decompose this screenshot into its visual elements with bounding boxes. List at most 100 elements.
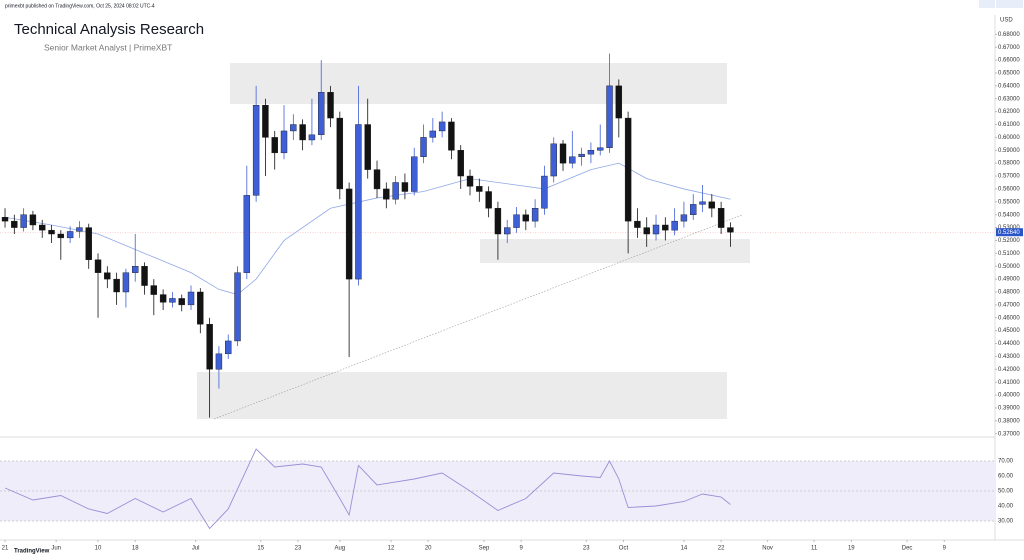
candle-body <box>411 156 418 192</box>
candle-body <box>243 195 251 273</box>
candle-body <box>578 153 585 157</box>
y-tick-label: 0.54000 <box>998 212 1020 218</box>
y-tick-label: 0.51000 <box>998 251 1020 257</box>
candle-body <box>662 224 669 231</box>
footer-logo: TradingView <box>14 549 50 555</box>
y-tick-label: 0.56000 <box>998 187 1020 193</box>
candle-body <box>104 272 111 280</box>
y-tick-label: 0.40000 <box>998 393 1020 399</box>
y-tick-label: 0.47000 <box>998 302 1020 308</box>
rsi-tick-label: 30.00 <box>998 519 1014 525</box>
y-tick-label: 0.41000 <box>998 380 1020 386</box>
candle-body <box>680 214 688 222</box>
candle-body <box>159 294 167 303</box>
y-tick-label: 0.62000 <box>998 109 1020 115</box>
x-tick-label: 10 <box>95 546 102 552</box>
candle-body <box>57 233 65 239</box>
candle-body <box>438 121 446 132</box>
x-tick-label: Jun <box>51 546 61 552</box>
y-tick-label: 0.43000 <box>998 354 1020 360</box>
x-tick-label: Oct <box>619 546 629 552</box>
candle-body <box>717 208 725 228</box>
candle-body <box>132 266 139 273</box>
y-tick-label: 0.52000 <box>998 238 1020 244</box>
y-tick-label: 0.55000 <box>998 199 1020 205</box>
x-tick-label: 18 <box>132 546 139 552</box>
candle-body <box>597 147 604 151</box>
candle-body <box>476 186 483 192</box>
candle-body <box>252 104 260 196</box>
candle-body <box>39 224 46 231</box>
candle-body <box>420 137 427 157</box>
candle-body <box>485 191 492 209</box>
candle-body <box>494 208 502 235</box>
candle-body <box>141 266 148 286</box>
candle-body <box>634 220 641 228</box>
candle-body <box>76 227 83 232</box>
candle-body <box>206 324 213 370</box>
candle-body <box>624 117 632 222</box>
candle-body <box>531 208 539 222</box>
y-tick-label: 0.64000 <box>998 83 1020 89</box>
y-tick-label: 0.66000 <box>998 58 1020 64</box>
x-tick-label: 22 <box>718 546 725 552</box>
y-tick-label: 0.39000 <box>998 406 1020 412</box>
low-tag <box>996 0 1023 8</box>
candle-body <box>318 92 325 136</box>
candle-body <box>392 182 399 200</box>
rsi-tick-label: 60.00 <box>998 474 1014 480</box>
x-tick-label: Sep <box>479 546 490 552</box>
y-tick-label: 0.58000 <box>998 161 1020 167</box>
candle-body <box>569 156 576 164</box>
candle-body <box>187 291 195 306</box>
title: Technical Analysis Research <box>14 21 204 38</box>
resistance-zone <box>230 63 727 104</box>
y-tick-label: 0.46000 <box>998 315 1020 321</box>
x-tick-label: Jul <box>192 546 200 552</box>
candle-body <box>345 188 353 280</box>
x-tick-label: 14 <box>681 546 688 552</box>
candle-body <box>150 285 158 295</box>
y-tick-label: 0.63000 <box>998 96 1020 102</box>
candle-body <box>671 220 678 231</box>
rsi-tick-label: 70.00 <box>998 459 1014 465</box>
last-tag <box>996 228 1023 237</box>
candle-body <box>606 85 613 148</box>
candle-body <box>29 214 37 226</box>
candle-body <box>699 201 706 205</box>
candle-body <box>280 130 288 154</box>
currency: USD <box>1000 18 1013 24</box>
y-tick-label: 0.67000 <box>998 45 1020 51</box>
y-tick-label: 0.38000 <box>998 418 1020 424</box>
candle-body <box>550 143 557 177</box>
y-tick-label: 0.49000 <box>998 277 1020 283</box>
rsi-tick-label: 40.00 <box>998 504 1014 510</box>
zones <box>197 63 750 420</box>
candle-body <box>727 227 734 233</box>
candle-body <box>178 298 185 306</box>
candle-body <box>708 201 716 209</box>
candle-body <box>290 124 297 132</box>
x-tick-label: 23 <box>295 546 302 552</box>
candle-body <box>522 214 530 222</box>
candle-body <box>327 92 334 119</box>
candle-body <box>504 227 511 235</box>
candle-body <box>20 214 27 228</box>
trend-line <box>213 214 743 420</box>
last-tag-label: 0.52640 <box>998 230 1020 236</box>
candle-body <box>94 259 102 273</box>
candle-body <box>215 353 223 370</box>
candle-body <box>1 217 9 222</box>
rsi-tick-label: 50.00 <box>998 489 1014 495</box>
y-tick-label: 0.61000 <box>998 122 1020 128</box>
y-tick-label: 0.65000 <box>998 71 1020 77</box>
published-note: primexbt published on TradingView.com, O… <box>5 3 155 9</box>
candle-body <box>513 214 520 228</box>
candle-body <box>401 182 409 192</box>
rsi-line <box>4 448 731 530</box>
candle-body <box>643 227 650 235</box>
candle-body <box>271 137 278 154</box>
candle-body <box>225 340 232 355</box>
y-tick-label: 0.60000 <box>998 135 1020 141</box>
moving-average <box>4 162 731 296</box>
